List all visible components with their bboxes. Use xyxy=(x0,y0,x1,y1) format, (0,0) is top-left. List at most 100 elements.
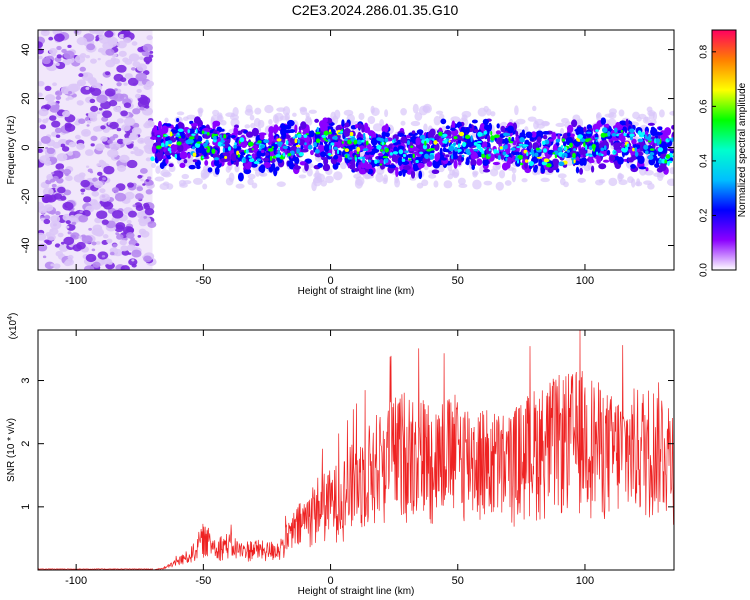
signal-peak xyxy=(505,157,508,162)
signal-peak xyxy=(629,128,635,133)
signal-cell xyxy=(341,119,345,128)
signal-cell xyxy=(637,151,644,156)
noise-speckle xyxy=(131,127,142,135)
signal-cell xyxy=(483,141,488,148)
signal-peak xyxy=(479,147,484,153)
signal-peak xyxy=(379,163,383,166)
signal-cell xyxy=(617,142,623,147)
signal-halo xyxy=(325,175,334,184)
signal-peak xyxy=(433,140,438,145)
signal-peak xyxy=(169,131,173,137)
signal-peak xyxy=(282,145,289,150)
noise-speckle xyxy=(126,244,136,251)
noise-speckle xyxy=(144,120,155,128)
x-tick-label: -100 xyxy=(65,575,87,587)
noise-speckle xyxy=(48,47,58,55)
signal-halo xyxy=(182,116,189,121)
signal-cell xyxy=(320,151,327,158)
y-multiplier: (x104) xyxy=(7,313,19,340)
noise-speckle xyxy=(109,251,115,256)
signal-peak xyxy=(596,151,599,156)
colorbar: 0.0 0.2 0.4 0.6 0.8 Normalized spectral ampli… xyxy=(699,29,748,277)
signal-peak xyxy=(563,146,567,151)
signal-peak xyxy=(406,140,410,146)
signal-peak xyxy=(393,138,396,143)
signal-peak xyxy=(398,149,404,155)
noise-speckle xyxy=(95,241,101,245)
signal-cell xyxy=(310,149,314,156)
signal-peak xyxy=(665,154,671,159)
signal-cell xyxy=(212,120,221,127)
signal-peak xyxy=(206,149,210,153)
noise-speckle xyxy=(138,228,147,235)
noise-speckle xyxy=(92,126,101,132)
signal-cell xyxy=(483,168,491,173)
signal-cell xyxy=(598,163,607,170)
signal-halo xyxy=(225,112,235,117)
signal-halo xyxy=(511,172,516,183)
noise-speckle xyxy=(135,72,147,82)
signal-peak xyxy=(646,136,651,140)
signal-cell xyxy=(627,157,635,163)
noise-speckle xyxy=(98,34,105,39)
signal-cell xyxy=(176,118,180,123)
signal-peak xyxy=(260,144,265,149)
noise-speckle xyxy=(122,137,132,145)
noise-speckle xyxy=(99,160,107,167)
signal-peak xyxy=(192,146,196,150)
signal-peak xyxy=(448,140,451,143)
noise-speckle xyxy=(56,54,63,59)
signal-peak xyxy=(315,138,321,144)
signal-cell xyxy=(430,149,435,154)
signal-peak xyxy=(426,148,432,152)
noise-speckle xyxy=(63,260,71,267)
noise-speckle xyxy=(55,91,60,95)
signal-cell xyxy=(579,167,584,175)
signal-halo xyxy=(608,111,617,120)
signal-halo xyxy=(472,179,482,190)
signal-peak xyxy=(442,133,448,137)
signal-halo xyxy=(382,177,388,185)
signal-halo xyxy=(447,173,454,180)
noise-speckle xyxy=(86,43,96,51)
signal-cell xyxy=(251,144,259,153)
noise-speckle xyxy=(62,201,74,211)
signal-peak xyxy=(476,140,482,143)
colorbar-tick-label: 0.8 xyxy=(699,44,710,58)
signal-peak xyxy=(297,133,302,138)
signal-peak xyxy=(573,148,577,151)
signal-peak xyxy=(267,148,274,152)
x-tick-label: 0 xyxy=(327,275,333,287)
signal-cell xyxy=(506,125,514,134)
noise-speckle xyxy=(121,249,130,256)
noise-speckle xyxy=(91,202,102,210)
signal-peak xyxy=(656,141,660,146)
y-multiplier-close: ) xyxy=(8,313,19,316)
signal-halo xyxy=(433,180,439,188)
signal-peak xyxy=(552,152,556,155)
signal-halo xyxy=(151,162,156,169)
signal-cell xyxy=(536,132,543,138)
signal-halo xyxy=(631,178,636,188)
signal-halo xyxy=(384,109,389,118)
signal-peak xyxy=(504,144,508,150)
noise-speckle xyxy=(51,172,55,175)
signal-halo xyxy=(333,171,343,181)
noise-speckle xyxy=(96,210,108,220)
noise-speckle xyxy=(89,98,96,104)
noise-speckle xyxy=(38,141,42,147)
noise-speckle xyxy=(85,149,94,156)
noise-speckle xyxy=(145,189,153,195)
signal-peak xyxy=(251,148,254,151)
signal-peak xyxy=(287,152,292,157)
signal-cell xyxy=(220,128,225,132)
signal-peak xyxy=(464,134,471,140)
colorbar-tick-label: 0.4 xyxy=(699,154,710,168)
noise-speckle xyxy=(43,218,51,225)
signal-cell xyxy=(538,158,543,167)
signal-halo xyxy=(225,177,234,186)
signal-cell xyxy=(245,131,254,138)
signal-cell xyxy=(440,154,445,160)
noise-speckle xyxy=(65,225,70,229)
signal-cell xyxy=(473,129,480,133)
